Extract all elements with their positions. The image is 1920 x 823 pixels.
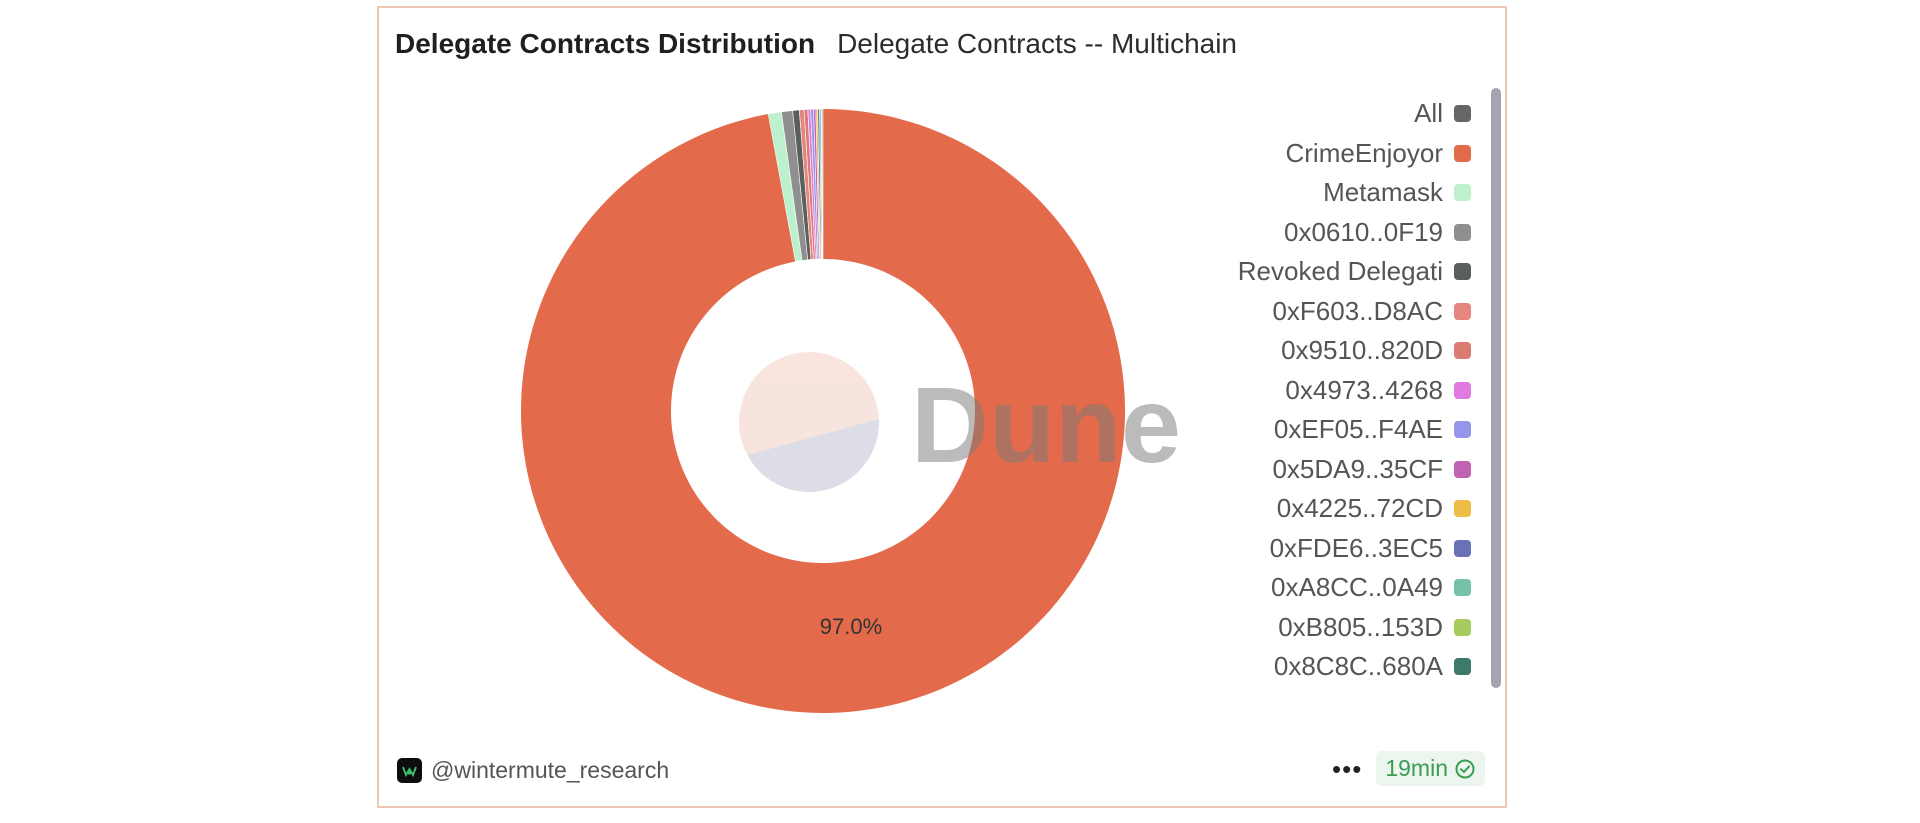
legend-item[interactable]: Revoked Delegati bbox=[1151, 252, 1471, 292]
legend-label: 0xF603..D8AC bbox=[1272, 295, 1443, 326]
legend-label: 0x0610..0F19 bbox=[1283, 216, 1443, 247]
legend-label: Metamask bbox=[1323, 177, 1443, 208]
legend-label: 0x5DA9..35CF bbox=[1272, 453, 1443, 484]
legend-label: 0xFDE6..3EC5 bbox=[1269, 532, 1443, 563]
author-info[interactable]: @wintermute_research bbox=[397, 757, 669, 784]
legend-swatch bbox=[1454, 105, 1471, 123]
wintermute-avatar-icon bbox=[397, 758, 422, 783]
legend-swatch bbox=[1454, 381, 1471, 399]
legend-label: CrimeEnjoyor bbox=[1285, 137, 1444, 168]
legend-label: 0x8C8C..680A bbox=[1273, 651, 1443, 682]
ellipsis-icon[interactable]: ••• bbox=[1332, 753, 1363, 784]
legend-swatch bbox=[1454, 421, 1471, 439]
chart-legend: All CrimeEnjoyor Metamask 0x0610..0F19 Revok… bbox=[1151, 94, 1471, 687]
legend-label: 0x4225..72CD bbox=[1276, 493, 1443, 524]
legend-swatch bbox=[1454, 460, 1471, 478]
legend-swatch bbox=[1454, 539, 1471, 557]
legend-item[interactable]: All bbox=[1151, 94, 1471, 134]
legend-item[interactable]: 0x4225..72CD bbox=[1151, 489, 1471, 529]
legend-label: All bbox=[1414, 98, 1443, 129]
legend-label: 0x4973..4268 bbox=[1285, 374, 1443, 405]
refresh-age: 19min bbox=[1385, 755, 1448, 781]
legend-swatch bbox=[1454, 500, 1471, 518]
author-name[interactable]: @wintermute_research bbox=[431, 757, 670, 783]
legend-item[interactable]: 0x0610..0F19 bbox=[1151, 213, 1471, 253]
legend-item[interactable]: 0xEF05..F4AE bbox=[1151, 410, 1471, 450]
legend-item[interactable]: 0x4973..4268 bbox=[1151, 371, 1471, 411]
chart-header: Delegate Contracts Distribution Delegate… bbox=[395, 28, 1237, 60]
legend-swatch bbox=[1454, 263, 1471, 281]
refresh-status-badge[interactable]: 19min bbox=[1376, 751, 1485, 786]
legend-item[interactable]: CrimeEnjoyor bbox=[1151, 134, 1471, 174]
legend-item[interactable]: 0xB805..153D bbox=[1151, 608, 1471, 648]
legend-swatch bbox=[1454, 144, 1471, 162]
legend-scrollbar[interactable] bbox=[1491, 88, 1501, 688]
legend-swatch bbox=[1454, 658, 1471, 676]
legend-swatch bbox=[1454, 302, 1471, 320]
legend-swatch bbox=[1454, 618, 1471, 636]
chart-card: Delegate Contracts Distribution Delegate… bbox=[377, 6, 1507, 808]
chart-subtitle: Delegate Contracts -- Multichain bbox=[837, 28, 1238, 59]
legend-swatch bbox=[1454, 342, 1471, 360]
footer-actions: ••• 19min bbox=[1332, 751, 1485, 786]
legend-item[interactable]: 0x9510..820D bbox=[1151, 331, 1471, 371]
legend-item[interactable]: 0xF603..D8AC bbox=[1151, 292, 1471, 332]
watermark-text: Dune bbox=[911, 364, 1181, 485]
pie-slice[interactable] bbox=[821, 108, 824, 260]
chart-title: Delegate Contracts Distribution bbox=[395, 28, 816, 59]
legend-item[interactable]: 0x5DA9..35CF bbox=[1151, 450, 1471, 490]
legend-label: Revoked Delegati bbox=[1237, 256, 1443, 287]
legend-swatch bbox=[1454, 184, 1471, 202]
pie-slice[interactable] bbox=[521, 109, 1125, 713]
legend-item[interactable]: Metamask bbox=[1151, 173, 1471, 213]
legend-swatch bbox=[1454, 579, 1471, 597]
legend-swatch bbox=[1454, 223, 1471, 241]
slice-label: 97.0% bbox=[820, 614, 882, 639]
legend-label: 0xA8CC..0A49 bbox=[1271, 572, 1443, 603]
legend-label: 0x9510..820D bbox=[1281, 335, 1443, 366]
check-circle-icon bbox=[1455, 759, 1475, 778]
legend-label: 0xEF05..F4AE bbox=[1273, 414, 1443, 445]
legend-item[interactable]: 0xFDE6..3EC5 bbox=[1151, 529, 1471, 569]
legend-item[interactable]: 0x8C8C..680A bbox=[1151, 647, 1471, 687]
legend-item[interactable]: 0xA8CC..0A49 bbox=[1151, 568, 1471, 608]
dune-logo-icon bbox=[739, 352, 880, 492]
legend-label: 0xB805..153D bbox=[1278, 611, 1443, 642]
donut-chart: 97.0% Dune bbox=[521, 108, 1181, 713]
